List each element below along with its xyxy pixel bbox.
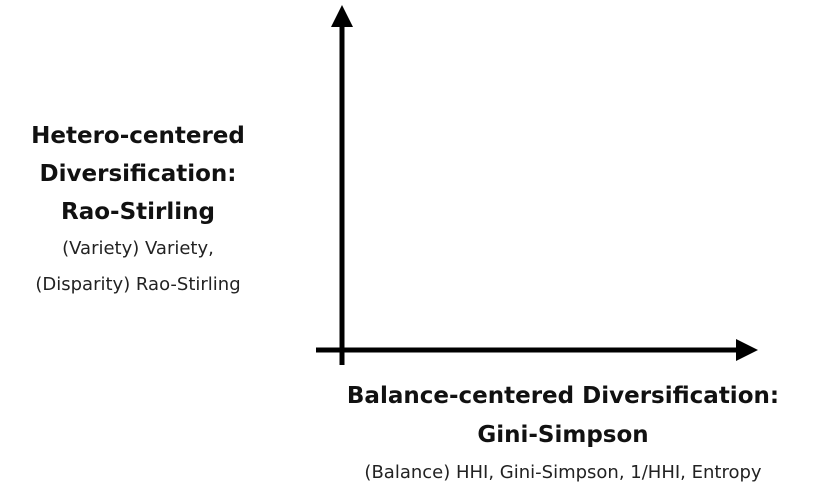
x-title: Balance-centered Diversification:	[347, 383, 779, 409]
y-detail: (Disparity) Rao-Stirling	[35, 274, 240, 295]
y-title: Hetero-centered	[31, 123, 245, 149]
x-title: Gini-Simpson	[477, 422, 648, 448]
x-arrow	[736, 339, 758, 361]
y-arrow	[331, 5, 353, 27]
y-title: Rao-Stirling	[61, 199, 215, 225]
y-detail: (Variety) Variety,	[62, 238, 214, 259]
y-title: Diversification:	[40, 161, 237, 187]
x-detail: (Balance) HHI, Gini-Simpson, 1/HHI, Entr…	[364, 462, 761, 483]
